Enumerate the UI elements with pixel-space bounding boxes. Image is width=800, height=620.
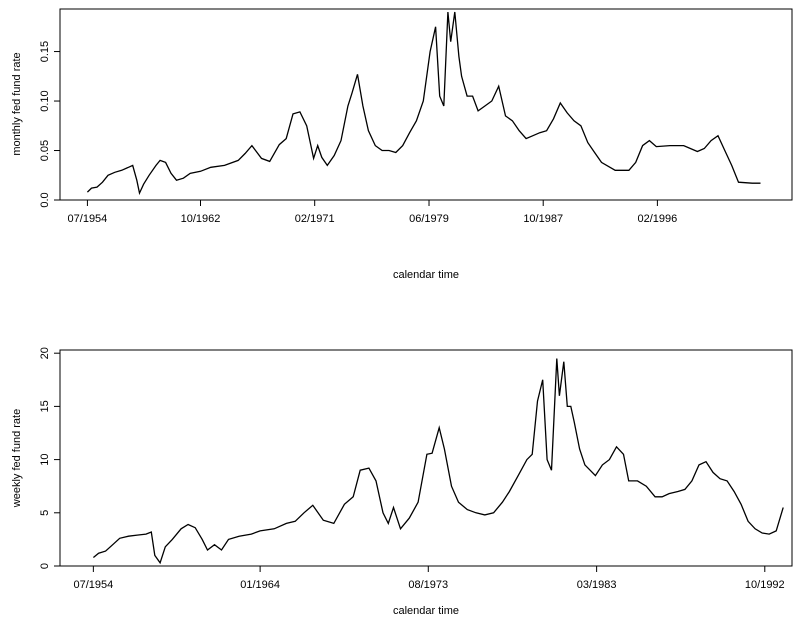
- y-tick-label: 0.15: [39, 41, 51, 62]
- x-tick-label: 01/1964: [240, 579, 280, 591]
- x-tick-label: 06/1979: [409, 213, 449, 225]
- x-axis: 07/1954 10/1962 02/1971 06/1979 10/1987 02/19…: [68, 200, 678, 225]
- x-tick-label: 02/1996: [638, 213, 678, 225]
- x-axis-label: calendar time: [393, 269, 459, 281]
- x-tick-label: 07/1954: [68, 213, 108, 225]
- weekly-rate-line: [92, 358, 784, 565]
- y-tick-label: 20: [39, 347, 51, 359]
- x-tick-label: 03/1983: [577, 579, 617, 591]
- plot-frame: [59, 8, 793, 201]
- x-tick-label: 08/1973: [408, 579, 448, 591]
- y-tick-label: 5: [39, 510, 51, 516]
- x-tick-label: 02/1971: [295, 213, 335, 225]
- y-axis: 0 5 10 15 20: [39, 347, 60, 569]
- x-tick-label: 10/1962: [181, 213, 221, 225]
- y-tick-label: 0.0: [39, 192, 51, 207]
- monthly-rate-chart: 07/1954 10/1962 02/1971 06/1979 10/1987 02/19…: [11, 8, 793, 281]
- x-axis: 07/1954 01/1964 08/1973 03/1983 10/1992: [73, 566, 785, 591]
- x-tick-label: 10/1992: [745, 579, 785, 591]
- plot-frame: [59, 349, 793, 567]
- y-tick-label: 10: [39, 453, 51, 465]
- y-tick-label: 0.10: [39, 90, 51, 111]
- monthly-rate-line: [86, 11, 761, 196]
- x-tick-label: 10/1987: [523, 213, 563, 225]
- y-axis-label: monthly fed fund rate: [11, 52, 23, 155]
- x-tick-label: 07/1954: [73, 579, 113, 591]
- y-tick-label: 0.05: [39, 140, 51, 161]
- weekly-rate-chart: 07/1954 01/1964 08/1973 03/1983 10/1992 0 5 10…: [11, 347, 793, 617]
- y-axis-label: weekly fed fund rate: [11, 409, 23, 508]
- y-tick-label: 0: [39, 563, 51, 569]
- y-tick-label: 15: [39, 400, 51, 412]
- y-axis: 0.0 0.05 0.10 0.15: [39, 41, 60, 208]
- x-axis-label: calendar time: [393, 605, 459, 617]
